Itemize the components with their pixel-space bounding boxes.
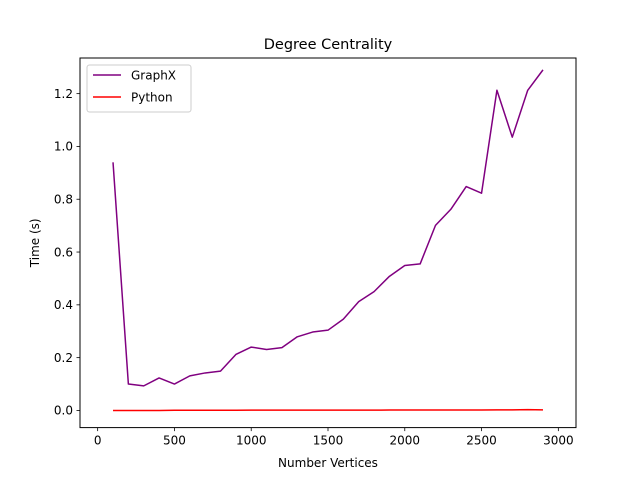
series-line-graphx (112, 69, 544, 387)
chart-title: Degree Centrality (264, 37, 393, 53)
y-axis-label: Time (s) (28, 218, 42, 268)
y-tick-label: 0.4 (54, 298, 73, 312)
y-tick-label: 0.0 (54, 404, 73, 418)
y-tick-label: 0.8 (54, 193, 73, 207)
x-axis-label: Number Vertices (278, 456, 378, 470)
x-tick-label: 2500 (466, 434, 497, 448)
series-line-python (113, 408, 543, 412)
x-tick-label: 1000 (236, 434, 267, 448)
legend-box (86, 64, 192, 113)
x-tick-label: 0 (94, 434, 102, 448)
legend-label-python: Python (131, 91, 173, 105)
legend-label-graphx: GraphX (131, 69, 176, 83)
x-tick-label: 1500 (313, 434, 344, 448)
y-tick-label: 0.2 (54, 351, 73, 365)
y-tick-label: 1.0 (54, 140, 73, 154)
x-tick-label: 2000 (390, 434, 421, 448)
plot-area: 0 500 1000 1500 2000 2500 3000 0.0 0.2 0.4 0.6 0.8 1… (54, 69, 574, 448)
x-tick-label: 500 (163, 434, 186, 448)
y-tick-label: 0.6 (54, 245, 73, 259)
x-tick-label: 3000 (543, 434, 574, 448)
axes-frame (79, 57, 577, 429)
y-tick-label: 1.2 (54, 87, 73, 101)
legend: GraphX Python (86, 64, 192, 113)
